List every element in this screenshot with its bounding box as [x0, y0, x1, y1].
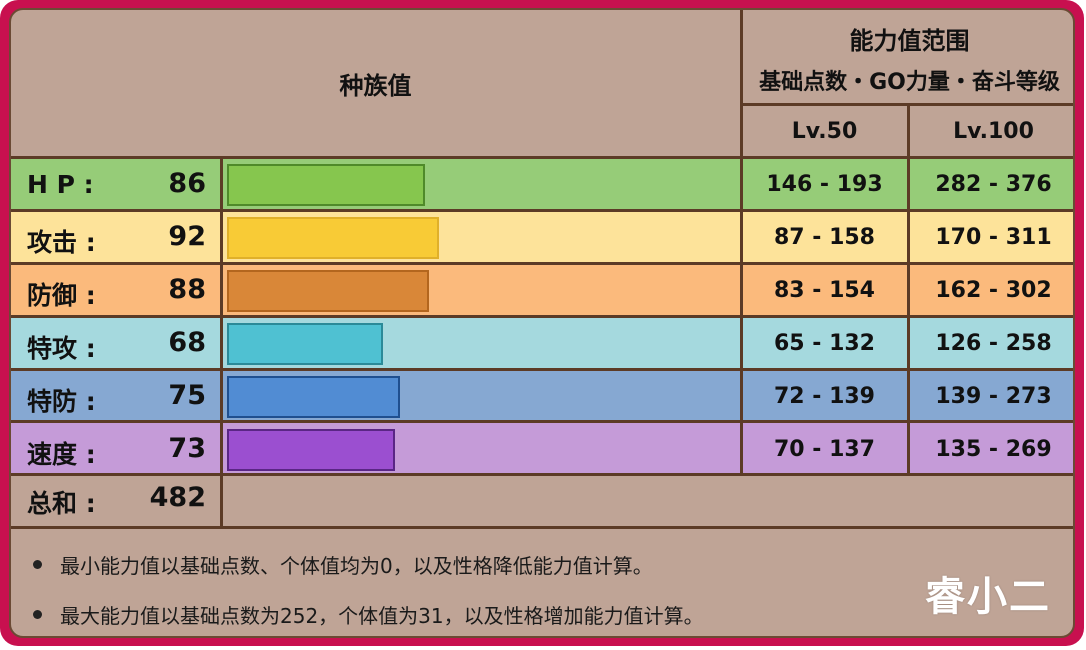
grid-line	[11, 209, 1073, 212]
watermark: 睿小二	[925, 574, 1051, 620]
grid-line	[11, 526, 1073, 529]
grid-line	[11, 473, 1073, 476]
grid-line	[907, 103, 910, 475]
stat-bar	[227, 270, 429, 312]
stat-value: 75	[168, 380, 206, 411]
lv50-range: 83 - 154	[774, 278, 875, 303]
lv100-range: 139 - 273	[935, 384, 1052, 409]
stat-bar	[227, 323, 383, 365]
stat-row-background	[11, 264, 1073, 317]
total-label: 总和 :	[27, 489, 96, 518]
lv100-header: Lv.100	[953, 119, 1034, 144]
lv100-range: 126 - 258	[935, 331, 1052, 356]
stat-row-background	[11, 211, 1073, 264]
range-subtitle: 基础点数・GO力量・奋斗等级	[759, 70, 1060, 95]
range-title: 能力值范围	[849, 26, 970, 55]
stat-label: 特防 :	[27, 387, 96, 416]
lv100-range: 135 - 269	[935, 437, 1052, 462]
stat-label: 防御 :	[27, 281, 96, 310]
lv50-header: Lv.50	[791, 119, 858, 144]
grid-line	[11, 262, 1073, 265]
stat-value: 88	[168, 274, 206, 305]
total-value: 482	[149, 482, 206, 513]
grid-line	[220, 156, 223, 528]
lv50-range: 72 - 139	[774, 384, 875, 409]
lv50-range: 146 - 193	[766, 172, 883, 197]
stat-label: H P :	[27, 170, 94, 199]
lv100-range: 170 - 311	[935, 225, 1052, 250]
grid-line	[11, 368, 1073, 371]
bullet-icon	[33, 610, 42, 619]
note-item: 最小能力值以基础点数、个体值均为0，以及性格降低能力值计算。	[33, 550, 653, 579]
grid-line	[740, 10, 743, 475]
stat-label: 特攻 :	[27, 334, 96, 363]
lv100-range: 162 - 302	[935, 278, 1052, 303]
grid-line	[11, 420, 1073, 423]
note-text: 最小能力值以基础点数、个体值均为0，以及性格降低能力值计算。	[60, 554, 653, 578]
grid-line	[11, 315, 1073, 318]
stat-value: 92	[168, 221, 206, 252]
lv50-range: 70 - 137	[774, 437, 875, 462]
stat-label: 攻击 :	[27, 228, 96, 257]
base-stats-header: 种族值	[339, 72, 412, 100]
bullet-icon	[33, 560, 42, 569]
stat-row-background	[11, 370, 1073, 423]
lv50-range: 87 - 158	[774, 225, 875, 250]
note-item: 最大能力值以基础点数为252，个体值为31，以及性格增加能力值计算。	[33, 600, 704, 629]
stat-bar	[227, 376, 400, 418]
stat-row-background	[11, 423, 1073, 476]
stat-label: 速度 :	[27, 440, 96, 469]
stat-bar	[227, 429, 395, 471]
stat-value: 86	[168, 168, 206, 199]
stat-value: 73	[168, 433, 206, 464]
grid-line	[11, 156, 1073, 159]
stat-row-background	[11, 317, 1073, 370]
lv100-range: 282 - 376	[935, 172, 1052, 197]
stats-table: 种族值 能力值范围 基础点数・GO力量・奋斗等级 Lv.50 Lv.100 H …	[9, 8, 1075, 638]
lv50-range: 65 - 132	[774, 331, 875, 356]
note-text: 最大能力值以基础点数为252，个体值为31，以及性格增加能力值计算。	[60, 604, 704, 628]
stat-bar	[227, 164, 425, 206]
stat-bar	[227, 217, 439, 259]
stat-row-background	[11, 158, 1073, 211]
stat-value: 68	[168, 327, 206, 358]
